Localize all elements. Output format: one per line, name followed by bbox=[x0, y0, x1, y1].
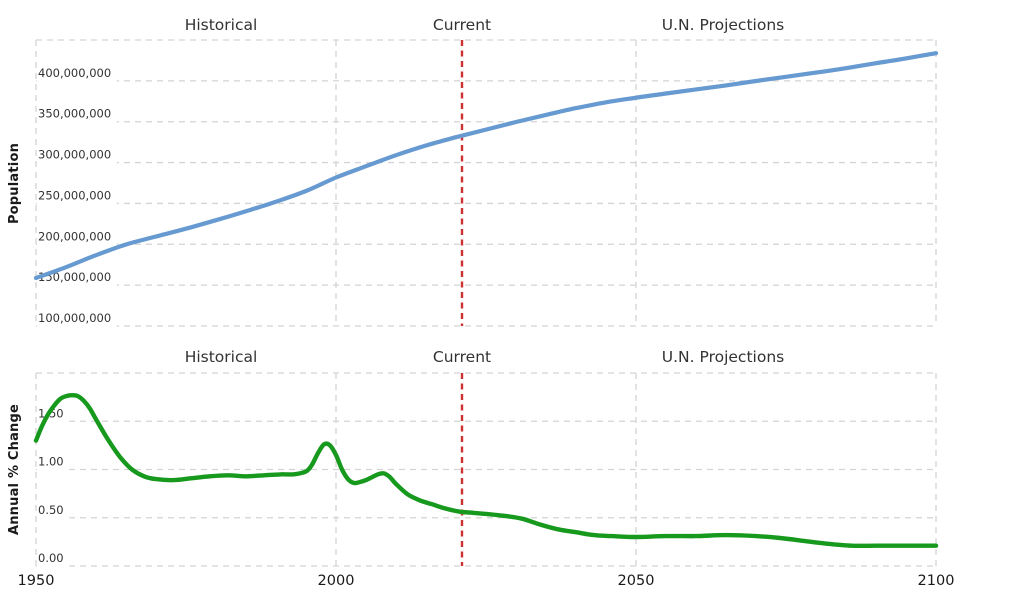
section-label-historical: Historical bbox=[184, 348, 258, 366]
x-tick-label: 1950 bbox=[17, 573, 55, 589]
y-tick-label-bg bbox=[37, 229, 117, 247]
x-tick-label: 2000 bbox=[317, 573, 355, 589]
y-tick-label-bg bbox=[37, 106, 117, 124]
x-tick-label: 2100 bbox=[917, 573, 955, 589]
y-tick-label: 300,000,000 bbox=[38, 148, 111, 162]
section-label-current: Current bbox=[432, 348, 492, 366]
y-tick-label: 100,000,000 bbox=[38, 311, 111, 325]
y-tick-label-bg bbox=[37, 551, 70, 568]
y-tick-label-bg bbox=[37, 454, 70, 472]
section-label-projections: U.N. Projections bbox=[661, 16, 785, 34]
y-tick-label: 1.00 bbox=[38, 455, 64, 469]
section-label-projections: U.N. Projections bbox=[661, 348, 785, 366]
x-tick-label: 2050 bbox=[617, 573, 655, 589]
y-tick-label-bg bbox=[37, 65, 117, 83]
y-tick-label-bg bbox=[37, 188, 117, 206]
y-tick-label: 200,000,000 bbox=[38, 229, 111, 243]
section-label-current: Current bbox=[432, 16, 492, 34]
section-label-historical: Historical bbox=[184, 16, 258, 34]
population-line[interactable] bbox=[33, 51, 939, 281]
y-tick-label: 250,000,000 bbox=[38, 188, 111, 202]
y-tick-label-bg bbox=[37, 502, 70, 520]
y-tick-label: 0.50 bbox=[38, 503, 64, 517]
y-tick-label-bg bbox=[37, 270, 117, 288]
annual-percent-change-line[interactable] bbox=[33, 393, 939, 549]
y-tick-label-bg bbox=[37, 147, 117, 165]
y-tick-label: 150,000,000 bbox=[38, 270, 111, 284]
y-tick-label: 350,000,000 bbox=[38, 107, 111, 121]
y-tick-label-bg bbox=[37, 311, 117, 328]
y-tick-label: 400,000,000 bbox=[38, 66, 111, 80]
y-tick-label: 0.00 bbox=[38, 551, 64, 565]
